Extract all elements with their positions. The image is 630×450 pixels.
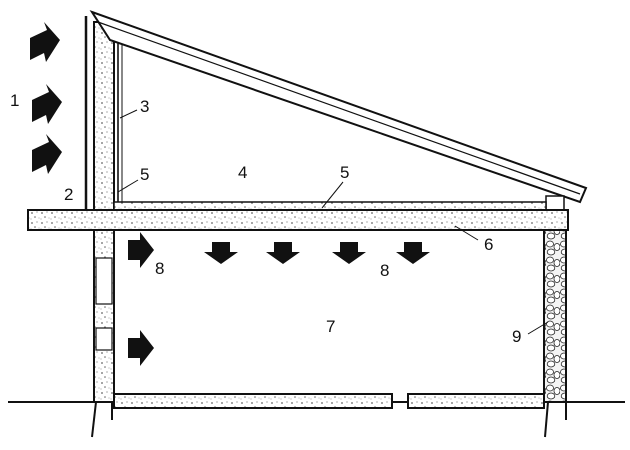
- label-3: 3: [140, 97, 149, 116]
- label-6: 6: [484, 235, 493, 254]
- label-1: 1: [10, 91, 19, 110]
- air-arrow-right-2: [128, 330, 154, 366]
- leader-lines: [117, 109, 549, 335]
- label-4: 4: [238, 163, 247, 182]
- label-8-right: 8: [380, 261, 389, 280]
- label-8-left: 8: [155, 259, 164, 278]
- air-arrow-down-4: [396, 242, 430, 264]
- floor-slab-left: [113, 393, 393, 409]
- sun-arrow-bottom: [32, 134, 62, 174]
- sun-arrows: [30, 22, 62, 174]
- sun-arrow-middle: [32, 84, 62, 124]
- sun-arrow-top: [30, 22, 60, 62]
- south-wall-upper: [93, 21, 115, 211]
- label-9: 9: [512, 327, 521, 346]
- air-arrow-down-2: [266, 242, 300, 264]
- wall-vent-opening-lower: [95, 327, 113, 351]
- air-arrow-down-1: [204, 242, 238, 264]
- foundation-right: [544, 401, 549, 438]
- airflow-down-arrows: [204, 242, 430, 264]
- label-2: 2: [64, 185, 73, 204]
- label-5-right: 5: [340, 163, 349, 182]
- label-7: 7: [326, 317, 335, 336]
- foundation-left: [91, 401, 97, 438]
- intermediate-slab: [27, 209, 569, 231]
- label-5-left: 5: [140, 165, 149, 184]
- sloped-roof: [89, 10, 588, 204]
- storage-layer: [113, 201, 547, 211]
- wall-vent-opening-upper: [95, 257, 113, 305]
- roof-support-post: [545, 195, 565, 211]
- roof-inner-line: [97, 21, 581, 195]
- airflow-in-arrows: [128, 232, 154, 366]
- south-wall-lower: [93, 229, 115, 403]
- air-arrow-down-3: [332, 242, 366, 264]
- floor-slab-right: [407, 393, 545, 409]
- stone-wall: [543, 229, 567, 403]
- air-arrow-right-1: [128, 232, 154, 268]
